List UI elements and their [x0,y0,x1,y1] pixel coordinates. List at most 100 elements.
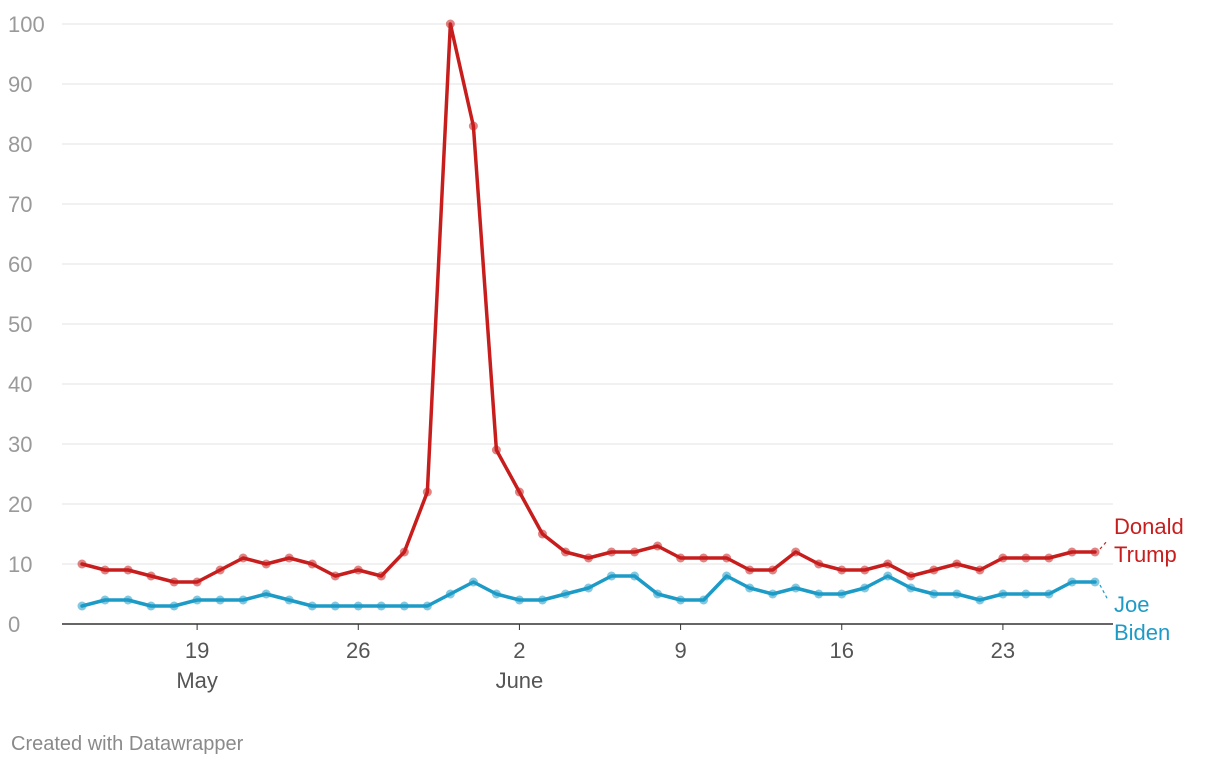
data-point-donald-trump [860,565,870,575]
data-point-joe-biden [929,589,939,599]
data-point-donald-trump [768,565,778,575]
data-point-donald-trump [607,547,617,557]
data-point-joe-biden [1021,589,1031,599]
data-point-donald-trump [353,565,363,575]
data-point-donald-trump [514,487,524,497]
y-tick-label: 50 [8,312,32,337]
series-label-donald-trump: Trump [1114,542,1177,567]
data-point-donald-trump [1044,553,1054,563]
data-point-donald-trump [376,571,386,581]
data-point-joe-biden [699,595,709,605]
data-point-joe-biden [468,577,478,587]
data-point-joe-biden [722,571,732,581]
data-point-joe-biden [768,589,778,599]
data-point-joe-biden [376,601,386,611]
data-point-joe-biden [330,601,340,611]
series-label-joe-biden: Biden [1114,620,1170,645]
data-point-donald-trump [814,559,824,569]
data-point-joe-biden [215,595,225,605]
data-point-donald-trump [952,559,962,569]
data-point-joe-biden [399,601,409,611]
data-point-joe-biden [123,595,133,605]
data-point-joe-biden [1044,589,1054,599]
y-tick-label: 70 [8,192,32,217]
data-point-joe-biden [307,601,317,611]
data-point-donald-trump [215,565,225,575]
y-tick-label: 10 [8,552,32,577]
data-point-joe-biden [192,595,202,605]
data-point-donald-trump [837,565,847,575]
data-point-joe-biden [584,583,593,593]
data-point-donald-trump [975,565,985,575]
data-point-donald-trump [192,577,202,587]
series-joe-biden [77,571,1100,611]
data-point-donald-trump [123,565,133,575]
x-tick-label: 19 [185,638,209,663]
data-point-donald-trump [929,565,939,575]
data-point-joe-biden [630,571,640,581]
data-point-donald-trump [1021,553,1031,563]
data-point-donald-trump [77,559,87,569]
data-point-donald-trump [584,553,593,563]
y-tick-label: 100 [8,12,45,37]
x-axis: 19 May 26 2 June 9 16 23 [62,623,1113,693]
x-tick-month-label: June [496,668,544,693]
y-tick-label: 80 [8,132,32,157]
data-point-joe-biden [1090,577,1100,587]
x-tick-label: 16 [830,638,854,663]
data-point-donald-trump [560,547,570,557]
data-point-donald-trump [676,553,686,563]
data-point-joe-biden [422,601,432,611]
data-point-joe-biden [169,601,179,611]
data-point-donald-trump [169,577,179,587]
data-point-donald-trump [791,547,801,557]
datawrapper-credit: Created with Datawrapper [11,733,244,755]
data-point-joe-biden [814,589,824,599]
data-point-donald-trump [468,121,478,131]
data-point-joe-biden [146,601,156,611]
data-point-joe-biden [952,589,962,599]
y-tick-label: 60 [8,252,32,277]
data-point-donald-trump [745,565,755,575]
series-donald-trump [77,19,1100,587]
series-lines [77,19,1100,611]
data-point-donald-trump [100,565,110,575]
data-point-joe-biden [514,595,524,605]
data-point-joe-biden [860,583,870,593]
data-point-joe-biden [975,595,985,605]
data-point-donald-trump [445,19,455,29]
series-labels: Donald Trump Joe Biden [1099,514,1184,645]
data-point-donald-trump [906,571,916,581]
series-label-donald-trump: Donald [1114,514,1184,539]
data-point-joe-biden [998,589,1008,599]
data-point-donald-trump [307,559,317,569]
data-point-joe-biden [1067,577,1077,587]
data-point-donald-trump [1067,547,1077,557]
data-point-joe-biden [906,583,916,593]
data-point-donald-trump [883,559,893,569]
y-tick-label: 30 [8,432,32,457]
y-tick-label: 90 [8,72,32,97]
data-point-donald-trump [722,553,732,563]
data-point-donald-trump [1090,547,1100,557]
y-tick-label: 0 [8,612,20,637]
data-point-joe-biden [100,595,110,605]
data-point-joe-biden [353,601,363,611]
gridlines [62,23,1113,565]
data-point-joe-biden [238,595,248,605]
label-connector-joe-biden [1099,584,1109,601]
data-point-donald-trump [146,571,156,581]
data-point-donald-trump [422,487,432,497]
data-point-donald-trump [399,547,409,557]
x-tick-label: 26 [346,638,370,663]
series-line-donald-trump [80,22,1097,584]
y-tick-label: 20 [8,492,32,517]
data-point-donald-trump [537,529,547,539]
data-point-donald-trump [653,541,663,551]
y-axis-ticks: 0 10 20 30 40 50 60 70 80 90 100 [8,12,45,637]
data-point-joe-biden [261,589,271,599]
x-tick-label: 9 [674,638,686,663]
data-point-joe-biden [77,601,87,611]
data-point-joe-biden [607,571,617,581]
data-point-joe-biden [560,589,570,599]
